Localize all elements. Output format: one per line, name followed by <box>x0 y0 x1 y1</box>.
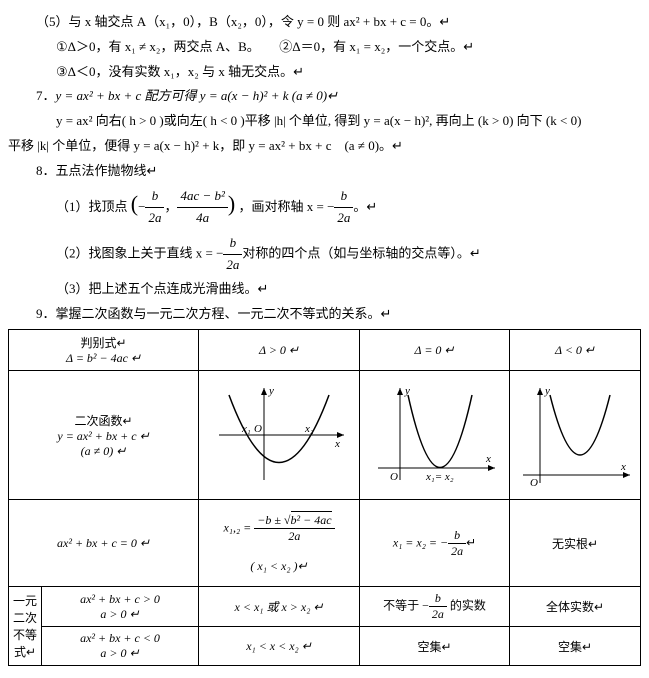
svg-text:x₁= x₂: x₁= x₂ <box>425 471 454 483</box>
item-7-explain: y = ax² 向右( h > 0 )或向左( h < 0 )平移 |h| 个单… <box>8 111 641 132</box>
text: 。↵ <box>353 199 377 214</box>
text: 二次函数↵ <box>74 414 132 428</box>
cell-no-root: 无实根↵ <box>510 500 641 587</box>
item-5-case1-2: ①Δ＞0，有 x₁ ≠ x₂，两交点 A、B。 ②Δ＝0，有 x₁ = x₂，一… <box>8 37 641 58</box>
cell-roots-formula: x₁,₂ = −b ± √b² − 4ac2a( x₁ < x₂ )↵ <box>199 500 360 587</box>
cond: ( x₁ < x₂ )↵ <box>250 559 307 573</box>
svg-text:x₂: x₂ <box>304 423 314 435</box>
row-eq-label: ax² + bx + c = 0 ↵ <box>9 500 199 587</box>
f: ax² + bx + c > 0 <box>80 592 160 606</box>
item-7: 7．y = ax² + bx + c 配方可得 y = a(x − h)² + … <box>8 86 641 107</box>
svg-text:y: y <box>544 385 550 397</box>
t: 不等 <box>13 628 37 642</box>
c: a > 0 ↵ <box>100 607 139 621</box>
num: b <box>152 188 159 203</box>
row-func-label: 二次函数↵y = ax² + bx + c ↵(a ≠ 0) ↵ <box>9 371 199 500</box>
den: 2a <box>432 607 444 621</box>
cell-ineq-gt: ax² + bx + c > 0a > 0 ↵ <box>42 587 199 627</box>
graph-two-roots: x₁ x₂ O y x <box>199 371 360 500</box>
text: 判别式↵ <box>80 336 126 350</box>
num: 4ac − b² <box>180 188 224 203</box>
cond: (a ≠ 0) ↵ <box>81 444 127 458</box>
t: 的实数 <box>447 598 486 612</box>
cell-gt-zero: 不等于 − b 2a 的实数 <box>360 587 510 627</box>
t: 二次 <box>13 611 37 625</box>
svg-text:x: x <box>620 461 626 473</box>
header-delta-neg: Δ < 0 ↵ <box>510 330 641 371</box>
lhs: x₁,₂ = <box>223 520 254 534</box>
cell-ineq-lt: ax² + bx + c < 0a > 0 ↵ <box>42 627 199 666</box>
cell-lt-zero: 空集↵ <box>360 627 510 666</box>
svg-text:O: O <box>530 477 538 489</box>
formula-7a: y = ax² + bx + c 配方可得 y = a(x − h)² + k … <box>56 88 338 103</box>
summary-table: 判别式↵Δ = b² − 4ac ↵ Δ > 0 ↵ Δ = 0 ↵ Δ < 0… <box>8 329 641 666</box>
formula: y = ax² + bx + c ↵ <box>57 429 149 443</box>
num: b <box>435 591 441 605</box>
svg-text:x: x <box>485 453 491 465</box>
item-7-explain2: 平移 |k| 个单位，便得 y = a(x − h)² + k，即 y = ax… <box>8 136 641 157</box>
formula: Δ = b² − 4ac ↵ <box>66 351 141 365</box>
t: 不等于 − <box>383 598 429 612</box>
ret: ↵ <box>466 535 476 549</box>
svg-text:x₁: x₁ <box>241 423 251 435</box>
num: b <box>454 528 460 542</box>
den: 2a <box>451 544 463 558</box>
num-7: 7． <box>36 88 56 103</box>
num: b <box>341 188 348 203</box>
cell-gt-neg: 全体实数↵ <box>510 587 641 627</box>
item-8-2: （2）找图象上关于直线 x = − b 2a对称的四个点（如与坐标轴的交点等）。↵ <box>8 233 641 276</box>
header-delta-zero: Δ = 0 ↵ <box>360 330 510 371</box>
text: 对称的四个点（如与坐标轴的交点等）。↵ <box>242 245 480 260</box>
num: b <box>230 235 237 250</box>
item-8: 8．五点法作抛物线↵ <box>8 161 641 182</box>
t: 一元 <box>13 594 37 608</box>
cell-lt-pos: x₁ < x < x₂ ↵ <box>199 627 360 666</box>
t: 式↵ <box>14 645 36 659</box>
item-5-case3: ③Δ＜0，没有实数 x₁，x₂ 与 x 轴无交点。↵ <box>8 62 641 83</box>
den: 4a <box>196 210 209 225</box>
graph-no-root: O y x <box>510 371 641 500</box>
den: 2a <box>337 210 350 225</box>
cell-one-root: x₁ = x₂ = − b 2a↵ <box>360 500 510 587</box>
den: 2a <box>226 257 239 272</box>
svg-text:O: O <box>390 471 398 483</box>
lhs: x₁ = x₂ = − <box>393 535 448 549</box>
text: （2）找图象上关于直线 x = − <box>56 245 223 260</box>
item-8-1: （1）找顶点 (−b2a，4ac − b²4a) ，画对称轴 x = −b2a。… <box>8 186 641 229</box>
text: （1）找顶点 <box>56 199 128 214</box>
den: 2a <box>288 529 300 543</box>
f: ax² + bx + c < 0 <box>80 631 160 645</box>
svg-text:y: y <box>268 385 274 397</box>
row-ineq-side: 一元二次不等式↵ <box>9 587 42 666</box>
c: a > 0 ↵ <box>100 646 139 660</box>
graph-one-root: x₁= x₂ O y x <box>360 371 510 500</box>
item-8-3: （3）把上述五个点连成光滑曲线。↵ <box>8 279 641 300</box>
cell-gt-pos: x < x₁ 或 x > x₂ ↵ <box>199 587 360 627</box>
svg-text:x: x <box>334 438 340 450</box>
svg-text:O: O <box>254 423 262 435</box>
item-5: （5）与 x 轴交点 A（x₁，0），B（x₂，0），令 y = 0 则 ax²… <box>8 12 641 33</box>
header-delta-pos: Δ > 0 ↵ <box>199 330 360 371</box>
cell-lt-neg: 空集↵ <box>510 627 641 666</box>
header-discriminant: 判别式↵Δ = b² − 4ac ↵ <box>9 330 199 371</box>
item-9: 9．掌握二次函数与一元二次方程、一元二次不等式的关系。↵ <box>8 304 641 325</box>
den: 2a <box>148 210 161 225</box>
text: ，画对称轴 x = − <box>238 199 334 214</box>
svg-text:y: y <box>404 385 410 397</box>
